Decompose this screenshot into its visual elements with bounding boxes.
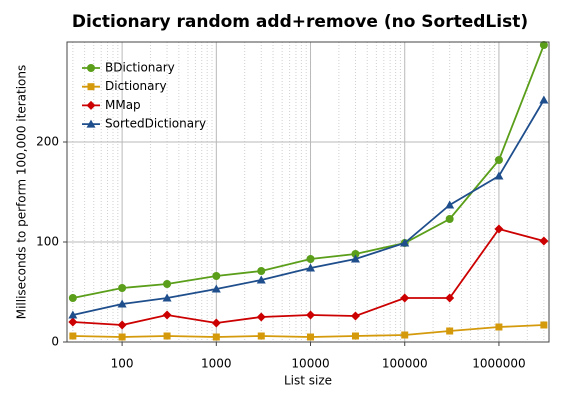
point [87, 83, 95, 91]
point [211, 284, 221, 293]
point [495, 323, 503, 331]
point [163, 332, 171, 340]
legend-label: MMap [105, 98, 141, 112]
point [494, 171, 504, 180]
point [400, 238, 410, 247]
point [212, 333, 220, 341]
point [68, 310, 78, 319]
point [400, 293, 410, 303]
point [118, 284, 127, 292]
y-tick-label: 0 [51, 335, 59, 349]
point [540, 321, 548, 329]
point [306, 255, 315, 263]
x-tick-label: 1000000 [472, 357, 525, 371]
y-axis-title: Milliseconds to perform 100,000 iteratio… [15, 65, 29, 320]
point [69, 332, 77, 340]
point [350, 254, 360, 263]
point [445, 215, 454, 223]
plot [68, 41, 549, 341]
point [351, 332, 359, 340]
x-tick-label: 100 [111, 357, 134, 371]
legend-label: Dictionary [105, 79, 167, 93]
point [306, 263, 316, 272]
point [446, 327, 454, 335]
x-tick-label: 1000 [201, 357, 232, 371]
y-tick-label: 200 [36, 135, 59, 149]
point [117, 320, 127, 330]
point [307, 333, 315, 341]
plot-frame [66, 41, 550, 343]
point [117, 299, 127, 308]
point [350, 311, 360, 321]
point [257, 267, 266, 275]
legend-label: BDictionary [105, 61, 175, 75]
point [445, 293, 455, 303]
legend: BDictionary Dictionary MMap SortedDictionar… [82, 61, 206, 131]
point [539, 95, 549, 104]
legend-label: SortedDictionary [105, 117, 206, 131]
point [211, 318, 221, 328]
point [86, 119, 96, 128]
point [256, 275, 266, 284]
point [163, 280, 172, 288]
point [494, 156, 503, 164]
point [401, 331, 409, 339]
point [494, 224, 504, 234]
point [162, 293, 172, 302]
point [351, 250, 360, 258]
point [86, 100, 96, 110]
point [445, 200, 455, 209]
point [257, 332, 265, 340]
x-tick-label: 100000 [382, 357, 428, 371]
point [118, 333, 126, 341]
x-axis-title: List size [284, 374, 332, 388]
point [539, 236, 549, 246]
point [256, 312, 266, 322]
point [306, 310, 316, 320]
point [539, 41, 548, 49]
chart-title: Dictionary random add+remove (no SortedL… [72, 12, 528, 32]
y-tick-label: 100 [36, 235, 59, 249]
point [212, 272, 221, 280]
point [68, 317, 78, 327]
point [68, 294, 77, 302]
point [162, 310, 172, 320]
x-tick-label: 10000 [291, 357, 329, 371]
point [87, 64, 95, 72]
